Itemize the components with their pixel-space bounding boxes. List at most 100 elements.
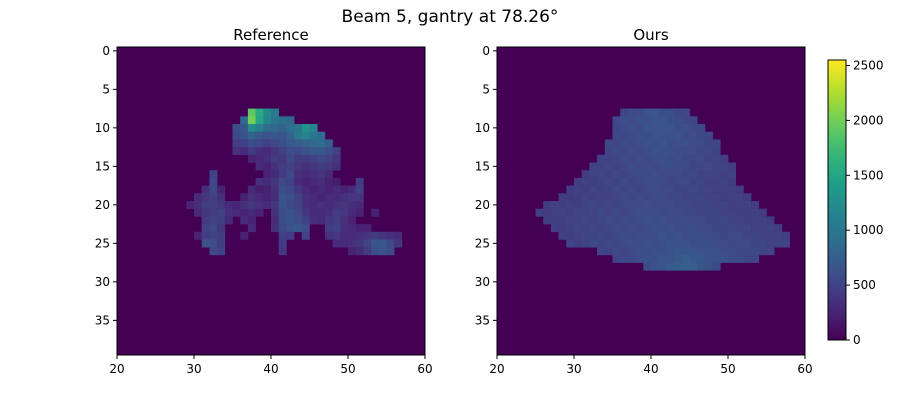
- heatmap-cell: [704, 247, 713, 256]
- heatmap-cell: [263, 131, 272, 140]
- heatmap-cell: [597, 247, 606, 256]
- heatmap-cell: [658, 170, 667, 179]
- heatmap-cell: [278, 177, 287, 186]
- heatmap-cell: [712, 262, 721, 271]
- heatmap-cell: [294, 154, 303, 163]
- heatmap-cell: [263, 185, 272, 194]
- heatmap-cell: [324, 185, 333, 194]
- heatmap-cell: [355, 201, 364, 209]
- heatmap-cell: [658, 193, 667, 202]
- heatmap-cell: [309, 154, 318, 163]
- heatmap-cell: [355, 185, 364, 194]
- heatmap-cell: [758, 247, 767, 256]
- heatmap-cell: [728, 247, 736, 256]
- heatmap-cell: [697, 224, 706, 233]
- heatmap-cell: [278, 116, 287, 125]
- heatmap-cell: [340, 201, 349, 209]
- heatmap-cell: [597, 177, 606, 186]
- heatmap-cell: [209, 185, 218, 194]
- heatmap-cell: [620, 224, 629, 233]
- heatmap-cell: [704, 147, 713, 156]
- heatmap-cell: [301, 208, 310, 217]
- heatmap-cell: [597, 185, 606, 194]
- heatmap-cell: [604, 162, 613, 171]
- heatmap-cell: [627, 124, 636, 132]
- heatmap-cell: [651, 247, 659, 256]
- heatmap-cell: [271, 185, 279, 194]
- heatmap-cell: [674, 201, 683, 209]
- heatmap-cell: [681, 208, 690, 217]
- heatmap-cell: [674, 208, 683, 217]
- heatmap-cell: [543, 216, 552, 225]
- heatmap-cell: [681, 139, 690, 148]
- heatmap-cell: [355, 239, 364, 248]
- heatmap-cell: [263, 139, 272, 148]
- colorbar-tick-label: 1000: [853, 223, 884, 237]
- heatmap-cell: [643, 116, 652, 125]
- heatmap-cell: [309, 147, 318, 156]
- heatmap-cell: [286, 185, 295, 194]
- heatmap-cell: [340, 239, 349, 248]
- heatmap-cell: [247, 208, 256, 217]
- heatmap-cell: [666, 162, 675, 171]
- heatmap-cell: [735, 208, 744, 217]
- heatmap-cell: [263, 162, 272, 171]
- heatmap-cell: [550, 224, 559, 233]
- heatmap-cell: [278, 162, 287, 171]
- heatmap-cell: [658, 239, 667, 248]
- heatmap-cell: [278, 154, 287, 163]
- heatmap-cell: [620, 185, 629, 194]
- heatmap-cell: [550, 201, 559, 209]
- heatmap-cell: [247, 201, 256, 209]
- heatmap-cell: [263, 154, 272, 163]
- heatmap-cell: [666, 185, 675, 194]
- heatmap-cell: [674, 124, 683, 132]
- heatmap-cell: [286, 162, 295, 171]
- colorbar: 0 500 1000 1500 2000 2500: [827, 58, 884, 347]
- heatmap-cell: [597, 224, 606, 233]
- y-tick-label: 0: [102, 44, 110, 58]
- heatmap-cell: [271, 224, 279, 233]
- heatmap-cell: [301, 185, 310, 194]
- heatmap-cell: [627, 116, 636, 125]
- heatmap-cell: [232, 147, 241, 156]
- heatmap-cell: [286, 124, 295, 132]
- heatmap-cell: [301, 231, 310, 240]
- heatmap-cell: [597, 162, 606, 171]
- heatmap-cell: [704, 262, 713, 271]
- heatmap-cell: [620, 116, 629, 125]
- heatmap-cell: [735, 193, 744, 202]
- heatmap-cell: [324, 216, 333, 225]
- heatmap-cell: [627, 147, 636, 156]
- heatmap-cell: [286, 231, 295, 240]
- heatmap-cell: [643, 254, 652, 263]
- heatmap-cell: [263, 170, 272, 179]
- heatmap-cell: [720, 254, 729, 263]
- heatmap-cell: [643, 154, 652, 163]
- heatmap-cell: [278, 208, 287, 217]
- heatmap-cell: [720, 224, 729, 233]
- heatmap-cell: [278, 224, 287, 233]
- heatmap-cell: [604, 185, 613, 194]
- heatmap-cell: [620, 254, 629, 263]
- heatmap-cell: [271, 170, 279, 179]
- heatmap-cell: [255, 162, 264, 171]
- heatmap-cell: [597, 154, 606, 163]
- heatmap-cell: [712, 147, 721, 156]
- heatmap-cell: [612, 170, 621, 179]
- heatmap-cell: [758, 239, 767, 248]
- heatmap-cell: [658, 216, 667, 225]
- heatmap-cell: [704, 162, 713, 171]
- heatmap-cell: [574, 231, 582, 240]
- heatmap-cell: [681, 131, 690, 140]
- heatmap-cell: [743, 208, 752, 217]
- heatmap-cell: [620, 239, 629, 248]
- heatmap-cell: [324, 193, 333, 202]
- heatmap-cell: [209, 177, 218, 186]
- heatmap-cell: [712, 208, 721, 217]
- heatmap-cell: [666, 231, 675, 240]
- heatmap-cell: [627, 154, 636, 163]
- heatmap-cell: [589, 201, 598, 209]
- heatmap-cell: [627, 201, 636, 209]
- colorbar-tick-label: 1500: [853, 168, 884, 182]
